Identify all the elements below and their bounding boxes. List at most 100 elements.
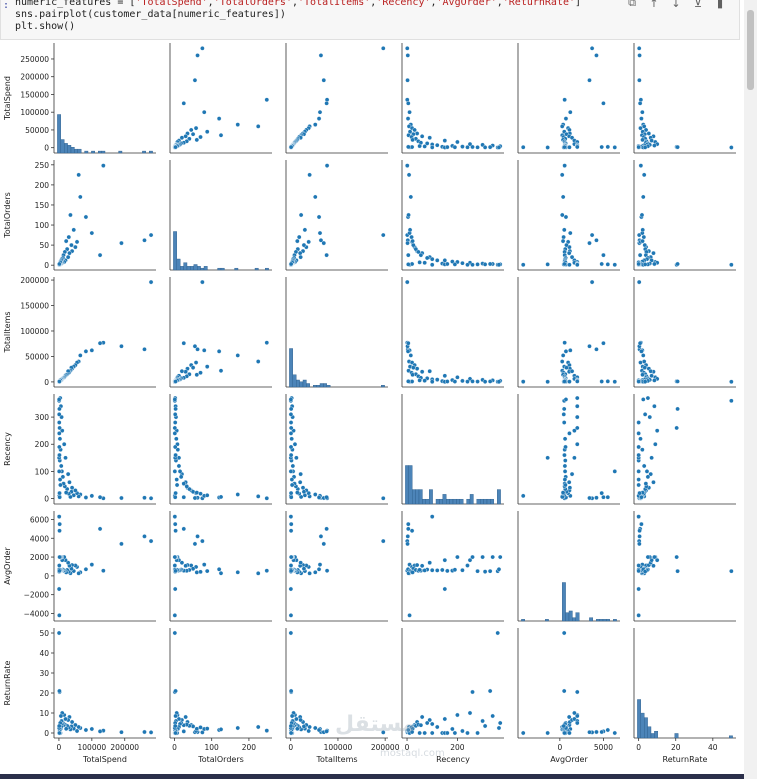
scatter-point <box>562 379 567 384</box>
scatter-point <box>172 563 178 568</box>
x-tick-label: 0 <box>288 743 293 752</box>
scatter-point <box>439 567 445 573</box>
x-tick-label: 100 <box>205 743 220 752</box>
y-tick-label: 150000 <box>20 302 49 311</box>
y-tick-label: 50 <box>39 629 49 638</box>
scatter-point <box>405 144 411 150</box>
scatter-point <box>568 230 573 236</box>
scatter-point <box>190 724 196 729</box>
scatter-point <box>545 145 550 150</box>
scatter-point <box>316 495 322 500</box>
scatter-point <box>288 412 294 417</box>
scatter-point <box>419 714 425 720</box>
histogram-bar <box>435 498 440 505</box>
scatter-point <box>651 479 656 485</box>
scatter-point <box>173 490 178 496</box>
scatter-point <box>57 554 62 560</box>
scatter-point <box>414 366 420 371</box>
scatter-point <box>183 369 188 375</box>
scatter-point <box>637 53 642 58</box>
scatter-point <box>296 234 302 240</box>
scatter-point <box>465 730 470 736</box>
scatter-point <box>729 398 734 404</box>
scatter-point <box>636 431 641 436</box>
scatter-point <box>57 406 62 412</box>
scatter-point <box>636 477 641 482</box>
scatter-point <box>612 262 618 268</box>
scatter-point <box>317 230 323 236</box>
scatter-point <box>482 262 488 267</box>
scatter-point <box>57 528 62 534</box>
scatter-point <box>298 471 303 477</box>
scatter-point <box>636 514 641 519</box>
scatter-point <box>57 452 62 458</box>
scatter-point <box>418 722 424 728</box>
scatter-point <box>674 554 679 560</box>
scatter-point <box>644 469 650 474</box>
insert-below-icon[interactable]: ⊻ <box>693 0 703 10</box>
cell-code[interactable]: numeric_features = ['TotalSpend','TotalO… <box>15 0 581 33</box>
scatter-point <box>429 145 435 150</box>
scatter-point <box>641 124 647 129</box>
scatter-point <box>562 97 567 103</box>
histogram-bar <box>490 498 494 505</box>
scatter-point <box>195 347 200 352</box>
scatter-point <box>76 172 81 178</box>
scatter-point <box>264 568 270 574</box>
scatter-point <box>675 144 680 150</box>
scatter-point <box>460 378 465 384</box>
scatter-point <box>119 240 124 246</box>
scatter-point <box>636 482 641 488</box>
scatter-point <box>89 726 95 732</box>
scatter-point <box>218 494 224 500</box>
histogram-bar <box>299 381 304 388</box>
scrollbar-thumb[interactable] <box>747 10 754 90</box>
move-down-icon[interactable]: ↓ <box>671 0 681 10</box>
histogram-bar <box>521 619 526 622</box>
scatter-point <box>409 729 415 735</box>
vertical-scrollbar[interactable] <box>744 0 757 779</box>
scatter-point <box>407 613 412 618</box>
scatter-point <box>193 360 199 365</box>
scatter-point <box>639 521 644 527</box>
cell-toolbar: ⧉ ↑ ↓ ⊻ ▮ <box>625 0 727 10</box>
scatter-point <box>638 360 643 365</box>
scatter-point <box>452 379 458 384</box>
histogram-bar <box>179 266 184 271</box>
copy-icon[interactable]: ⧉ <box>628 0 636 9</box>
scatter-point <box>475 145 480 150</box>
scatter-point <box>639 116 644 121</box>
histogram-bar <box>412 489 416 505</box>
scatter-point <box>235 569 241 575</box>
scatter-point <box>442 373 448 379</box>
scatter-point <box>574 403 580 409</box>
histogram-bar <box>469 494 474 505</box>
move-up-icon[interactable]: ↑ <box>649 0 659 10</box>
scatter-point <box>288 528 294 534</box>
scatter-point <box>288 261 294 267</box>
histogram-bar <box>418 489 423 505</box>
scatter-point <box>674 425 679 431</box>
scatter-point <box>429 262 435 268</box>
scatter-point <box>594 495 599 501</box>
code-cell[interactable]: : numeric_features = ['TotalSpend','Tota… <box>0 0 740 40</box>
scatter-point <box>192 541 198 547</box>
scatter-point <box>675 261 680 267</box>
y-tick-label: 0 <box>44 495 49 504</box>
scatter-point <box>465 262 470 268</box>
scatter-point <box>647 414 653 420</box>
scatter-point <box>497 554 503 560</box>
scatter-point <box>496 262 502 268</box>
scatter-point <box>589 279 595 285</box>
scatter-point <box>465 379 470 384</box>
histogram-bar <box>326 385 331 388</box>
scatter-point <box>482 145 488 150</box>
scatter-point <box>63 238 69 244</box>
delete-icon[interactable]: ▮ <box>716 0 724 10</box>
histogram-bar <box>572 617 577 622</box>
scatter-point <box>653 441 658 447</box>
histogram-bar <box>562 582 566 622</box>
scatter-point <box>172 514 178 519</box>
scatter-point <box>563 214 569 220</box>
scatter-point <box>71 227 77 233</box>
